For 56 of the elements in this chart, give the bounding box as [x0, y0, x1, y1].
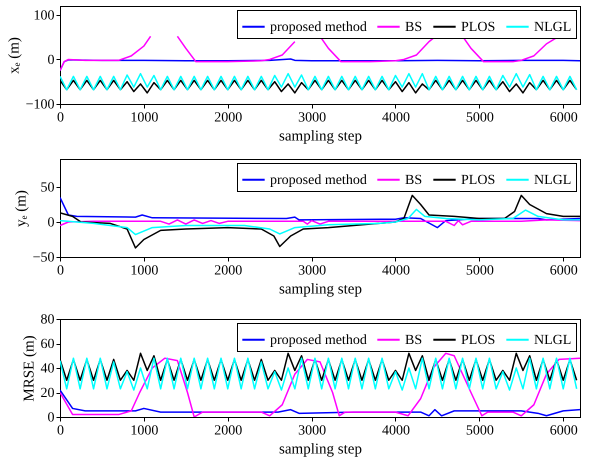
x-tick-label: 5000	[466, 264, 494, 278]
y-tick-label: 100	[34, 8, 54, 24]
x-axis-title: sampling step	[279, 128, 362, 144]
x-tick-label: 4000	[382, 264, 410, 278]
y-axis-title: yₑ (m)	[14, 190, 30, 227]
x-tick-label: 5000	[466, 110, 494, 126]
x-tick-label: 1000	[130, 110, 158, 126]
y-tick-label: 40	[40, 362, 54, 376]
x-tick-label: 2000	[214, 424, 242, 438]
legend-label: NLGL	[534, 20, 572, 35]
x-tick-label: 3000	[298, 424, 326, 438]
line-series	[60, 80, 578, 94]
legend-label: PLOS	[461, 20, 496, 35]
y-tick-label: 0	[48, 410, 54, 426]
x-tick-label: 2000	[214, 110, 242, 126]
x-tick-label: 6000	[550, 110, 578, 126]
line-series	[60, 352, 580, 417]
line-series	[60, 357, 578, 391]
legend-label: PLOS	[461, 332, 496, 348]
legend-label: BS	[405, 20, 422, 35]
legend-label: proposed method	[270, 332, 367, 348]
y-tick-label: 0	[48, 216, 54, 230]
x-tick-label: 6000	[550, 424, 578, 438]
x-tick-label: 6000	[550, 264, 578, 278]
x-tick-label: 3000	[298, 110, 326, 126]
x-tick-label: 1000	[130, 424, 158, 438]
y-tick-label: 20	[40, 386, 54, 401]
y-tick-label: 0	[48, 52, 54, 68]
y-tick-label: −50	[32, 250, 54, 266]
x-tick-label: 1000	[130, 264, 158, 278]
x-axis-title: sampling step	[279, 442, 362, 458]
x-axis-title: sampling step	[279, 282, 362, 298]
y-axis-title: xₑ (m)	[6, 37, 23, 74]
legend-label: NLGL	[534, 172, 572, 188]
line-series	[60, 72, 578, 90]
x-tick-label: 5000	[466, 424, 494, 438]
line-series	[60, 208, 580, 236]
legend-label: PLOS	[461, 172, 496, 188]
x-tick-label: 2000	[214, 264, 242, 278]
y-tick-label: 80	[40, 312, 54, 328]
x-tick-label: 0	[57, 110, 64, 126]
y-tick-label: −100	[26, 98, 54, 112]
line-series	[60, 196, 580, 228]
x-tick-label: 4000	[382, 424, 410, 438]
y-tick-label: 50	[40, 180, 54, 196]
legend-label: NLGL	[534, 332, 572, 348]
x-tick-label: 3000	[298, 264, 326, 278]
x-tick-label: 0	[57, 264, 64, 278]
x-tick-label: 4000	[382, 110, 410, 126]
legend-label: proposed method	[270, 20, 367, 35]
y-tick-label: 60	[40, 337, 54, 352]
legend-label: proposed method	[270, 172, 367, 188]
legend-label: BS	[405, 332, 422, 348]
legend-label: BS	[405, 172, 422, 188]
x-tick-label: 0	[57, 424, 64, 438]
y-axis-title: MRSE (m)	[22, 335, 38, 402]
